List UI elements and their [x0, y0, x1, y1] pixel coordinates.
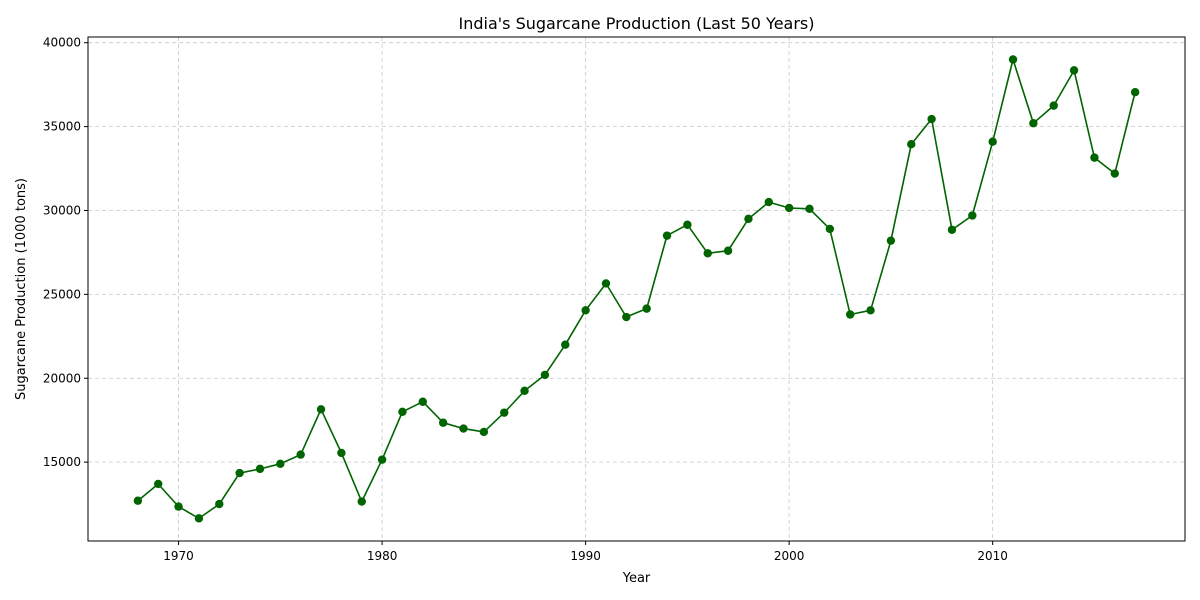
data-point [601, 279, 611, 288]
data-point [500, 408, 509, 417]
data-point [194, 514, 204, 523]
data-point [337, 448, 346, 458]
data-point [1069, 66, 1079, 75]
data-point [561, 340, 570, 349]
data-point [215, 499, 224, 509]
data-point [1090, 153, 1099, 162]
data-point [805, 204, 814, 214]
data-point [764, 197, 773, 207]
data-point [866, 306, 875, 315]
data-point [316, 405, 326, 414]
data-point [459, 424, 468, 433]
data-point [1049, 101, 1058, 110]
data-point [174, 502, 183, 511]
data-point [520, 386, 529, 396]
x-tick-label: 1970 [163, 549, 194, 563]
data-point [581, 306, 590, 315]
data-point [1110, 169, 1119, 178]
data-point [540, 370, 550, 380]
x-tick-label: 2000 [774, 549, 805, 563]
x-tick-label: 2010 [977, 549, 1008, 563]
data-point [988, 137, 997, 146]
data-point [784, 203, 794, 213]
data-point [296, 450, 305, 459]
data-point [1008, 55, 1018, 64]
chart-title: India's Sugarcane Production (Last 50 Ye… [458, 14, 814, 33]
data-point [255, 464, 265, 474]
data-point [825, 224, 835, 234]
y-tick-label: 20000 [43, 371, 81, 385]
data-point [703, 249, 712, 258]
data-point [398, 407, 407, 417]
x-tick-label: 1990 [570, 549, 601, 563]
data-point [886, 236, 896, 245]
plot-area-frame [87, 36, 1186, 542]
data-point [927, 114, 936, 124]
grid [88, 37, 1185, 541]
y-tick-label: 25000 [43, 287, 81, 301]
data-point [1130, 87, 1140, 97]
data-point [479, 427, 489, 437]
data-point [154, 479, 163, 489]
data-point [968, 211, 977, 220]
data-point [907, 140, 916, 149]
data-point [133, 496, 143, 505]
data-point [235, 468, 244, 478]
x-axis-ticks: 1970 1980 1990 2000 2010 [163, 541, 1008, 563]
data-point [357, 497, 366, 506]
data-point [418, 397, 427, 406]
y-axis-label: Sugarcane Production (1000 tons) [14, 178, 29, 400]
y-tick-label: 30000 [43, 203, 81, 217]
x-tick-label: 1980 [367, 549, 398, 563]
data-point [1029, 119, 1038, 128]
data-point [723, 246, 733, 255]
y-tick-label: 15000 [43, 455, 81, 469]
data-point [622, 312, 631, 322]
y-tick-label: 35000 [43, 120, 81, 134]
data-point [438, 418, 448, 427]
data-point [744, 214, 753, 224]
y-tick-label: 40000 [43, 36, 81, 50]
data-point [642, 304, 651, 313]
data-point [377, 455, 387, 464]
x-axis-label: Year [622, 571, 651, 586]
series-points-group [133, 55, 1140, 523]
data-point [276, 459, 285, 469]
data-point [846, 310, 855, 319]
y-axis-ticks: 15000 20000 25000 30000 35000 40000 [43, 36, 88, 469]
data-point [683, 220, 692, 229]
data-point [947, 225, 957, 234]
data-point [662, 231, 672, 240]
